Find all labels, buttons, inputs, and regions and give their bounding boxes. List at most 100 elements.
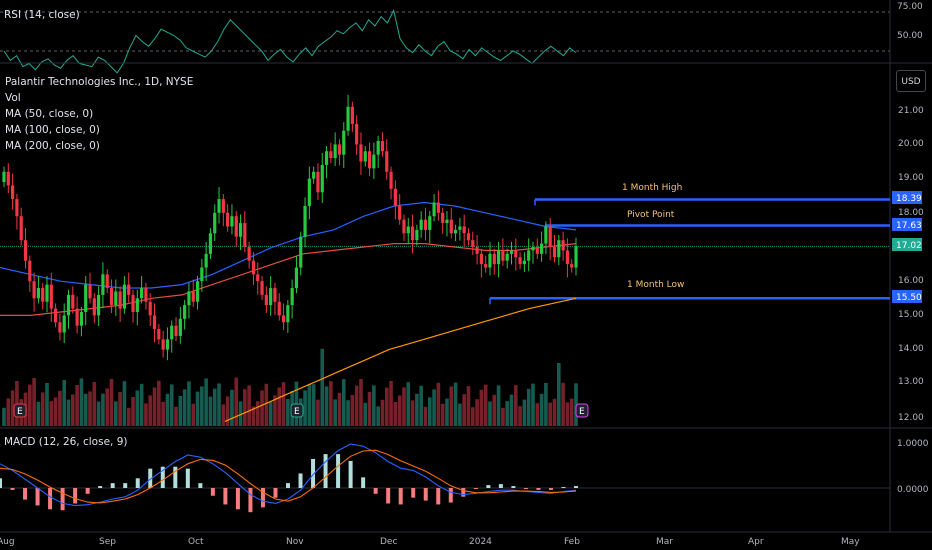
volume-bar: [410, 400, 415, 426]
candle-body: [432, 202, 436, 217]
volume-bar: [230, 389, 234, 426]
earnings-marker-1[interactable]: E: [17, 407, 23, 417]
time-dec: Dec: [380, 537, 397, 547]
candle-body: [505, 253, 509, 261]
macd-hist-bar: [48, 488, 53, 510]
volume-bar: [255, 401, 260, 426]
volume-bar: [359, 379, 363, 426]
time-aug: Aug: [0, 537, 15, 547]
volume-bar: [423, 406, 428, 426]
volume-bar: [135, 390, 140, 426]
macd-hist-bar: [98, 486, 103, 488]
macd-label[interactable]: MACD (12, 26, close, 9): [4, 436, 128, 448]
macd-hist-bar: [398, 488, 403, 505]
candle-body: [518, 257, 522, 265]
macd-hist-bar: [348, 460, 353, 488]
price-tick-16: 16.00: [898, 276, 924, 286]
candle-body: [247, 247, 251, 261]
candle-body: [514, 250, 518, 258]
legend-ma100[interactable]: MA (100, close, 0): [5, 124, 100, 136]
volume-bar: [354, 385, 359, 426]
volume-bar: [535, 403, 540, 426]
volume-bars: [2, 348, 578, 426]
volume-bar: [440, 403, 445, 426]
volume-bar: [316, 399, 320, 426]
tag-last-bg: [892, 238, 922, 251]
event-markers[interactable]: E E E: [13, 403, 589, 418]
price-tick-13: 13.00: [898, 377, 924, 387]
volume-bar: [569, 398, 574, 426]
macd-hist-bar: [536, 488, 541, 490]
candle-body: [488, 253, 492, 268]
volume-bar: [234, 377, 239, 426]
volume-bar: [277, 387, 282, 426]
volume-bar: [475, 399, 479, 426]
volume-bar: [152, 387, 157, 426]
price-tick-20: 20.00: [898, 139, 924, 149]
candle-body: [187, 291, 191, 306]
volume-bar: [488, 401, 492, 426]
macd-hist-bar: [248, 488, 253, 513]
symbol-title[interactable]: Palantir Technologies Inc., 1D, NYSE: [5, 76, 194, 88]
rsi-pane: 75.00 50.00: [0, 2, 923, 74]
macd-hist-bar: [235, 488, 240, 510]
volume-bar: [144, 403, 148, 426]
candle-body: [303, 205, 307, 237]
volume-bar: [303, 390, 307, 426]
candle-body: [359, 144, 363, 162]
candle-body: [419, 219, 423, 230]
macd-hist-bar: [85, 488, 90, 494]
candle-body: [88, 284, 92, 299]
earnings-marker-3[interactable]: E: [579, 407, 585, 417]
candle-body: [475, 247, 479, 254]
candle-body: [570, 264, 574, 268]
macd-hist-bar: [173, 466, 178, 488]
legend-vol[interactable]: Vol: [5, 92, 21, 104]
candle-body: [264, 294, 268, 306]
candle-body: [273, 288, 277, 302]
tag-pivot: 17.63: [896, 221, 922, 231]
candle-body: [200, 267, 204, 282]
candle-body: [170, 325, 174, 340]
candle-body: [15, 199, 19, 217]
candle-body: [144, 288, 148, 302]
candle-body: [135, 298, 139, 312]
candle-body: [213, 212, 217, 234]
legend-ma200[interactable]: MA (200, close, 0): [5, 140, 100, 152]
volume-bar: [350, 395, 355, 426]
volume-bar: [406, 382, 411, 426]
time-mar: Mar: [656, 537, 673, 547]
volume-bar: [346, 400, 350, 426]
volume-bar: [264, 383, 269, 426]
volume-bar: [247, 385, 251, 426]
candle-body: [367, 151, 372, 169]
volume-bar: [458, 403, 462, 426]
tag-pivot-bg: [892, 218, 922, 231]
volume-bar: [389, 381, 393, 426]
volume-bar: [341, 379, 346, 426]
candle-body: [389, 171, 393, 189]
candle-body: [234, 216, 238, 237]
legend-ma50[interactable]: MA (50, close, 0): [5, 108, 94, 120]
volume-bar: [169, 384, 174, 426]
volume-bar: [71, 394, 75, 426]
currency-button[interactable]: USD: [896, 70, 926, 92]
candle-body: [324, 151, 329, 165]
volume-bar: [556, 363, 561, 426]
candle-body: [372, 154, 376, 169]
volume-bar: [449, 386, 454, 426]
candle-body: [423, 219, 428, 230]
candle-body: [445, 219, 449, 224]
candle-body: [453, 229, 458, 234]
volume-bar: [204, 378, 208, 426]
earnings-marker-2[interactable]: E: [294, 407, 300, 417]
candles: [2, 94, 578, 361]
volume-bar: [212, 388, 217, 426]
candle-body: [531, 247, 535, 251]
volume-bar: [200, 386, 204, 426]
volume-bar: [6, 398, 11, 426]
candle-body: [402, 219, 406, 234]
volume-bar: [509, 394, 514, 426]
rsi-label[interactable]: RSI (14, close): [4, 9, 80, 21]
